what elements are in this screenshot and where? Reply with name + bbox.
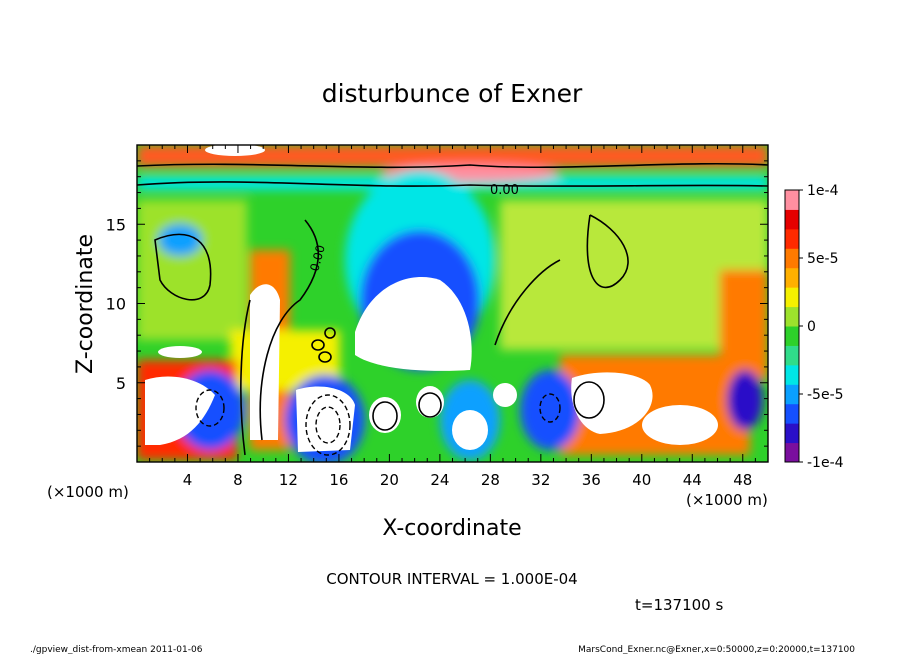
x-tick-label: 44 bbox=[683, 471, 702, 489]
colorbar-label: 5e-5 bbox=[807, 251, 838, 267]
y-tick-label: 15 bbox=[106, 215, 126, 234]
x-axis-label: X-coordinate bbox=[382, 516, 521, 541]
x-tick-label: 20 bbox=[380, 471, 399, 489]
x-tick-label: 48 bbox=[733, 471, 752, 489]
x-tick-label: 24 bbox=[430, 471, 449, 489]
colorbar-segment bbox=[785, 364, 799, 385]
x-tick-label: 16 bbox=[329, 471, 348, 489]
x-tick-label: 32 bbox=[531, 471, 550, 489]
colorbar-segment bbox=[785, 190, 799, 210]
colorbar-segment bbox=[785, 384, 799, 405]
saturated-regions bbox=[145, 145, 718, 452]
colorbar-segment bbox=[785, 423, 799, 444]
colorbar-label: 1e-4 bbox=[807, 183, 839, 199]
colorbar-segment bbox=[785, 326, 799, 346]
contour-lines bbox=[137, 162, 768, 456]
colorbar-segment bbox=[785, 267, 799, 288]
colorbar-segment bbox=[785, 228, 799, 249]
x-tick-label: 36 bbox=[582, 471, 601, 489]
colorbar-segment bbox=[785, 287, 799, 308]
footer-left: ./gpview_dist-from-xmean 2011-01-06 bbox=[30, 645, 203, 654]
x-unit-right: (×1000 m) bbox=[686, 491, 768, 509]
colorbar-label: -5e-5 bbox=[807, 387, 844, 403]
time-label: t=137100 s bbox=[635, 596, 723, 614]
colorbar-labels: 1e-4 5e-5 0 -5e-5 -1e-4 bbox=[799, 183, 844, 471]
x-tick-label: 28 bbox=[481, 471, 500, 489]
negative-contour-lines bbox=[195, 389, 561, 456]
colorbar-segment bbox=[785, 442, 799, 463]
x-unit-left: (×1000 m) bbox=[47, 483, 129, 501]
colorbar-segment bbox=[785, 306, 799, 327]
y-axis: 5 10 15 bbox=[106, 160, 768, 447]
colorbar-segment bbox=[785, 248, 799, 269]
contour-interval-text: CONTOUR INTERVAL = 1.000E-04 bbox=[326, 570, 577, 588]
colorbar-label: 0 bbox=[807, 319, 816, 335]
x-tick-label: 40 bbox=[632, 471, 651, 489]
colorbar bbox=[784, 189, 800, 463]
y-tick-label: 5 bbox=[116, 374, 126, 393]
colorbar-segment bbox=[785, 403, 799, 424]
x-tick-label: 8 bbox=[233, 471, 243, 489]
colorbar-label: -1e-4 bbox=[807, 455, 844, 471]
x-tick-label: 4 bbox=[183, 471, 193, 489]
colorbar-segment bbox=[785, 345, 799, 366]
contour-label-top: 0.00 bbox=[490, 183, 519, 198]
footer-right: MarsCond_Exner.nc@Exner,x=0:50000,z=0:20… bbox=[578, 645, 855, 654]
field-top-warm-band bbox=[137, 145, 768, 167]
colorbar-segment bbox=[785, 209, 799, 230]
contour-label-side: 0.00 bbox=[307, 243, 327, 272]
chart-title: disturbunce of Exner bbox=[322, 79, 583, 108]
y-axis-label: Z-coordinate bbox=[73, 234, 98, 374]
x-tick-label: 12 bbox=[279, 471, 298, 489]
x-axis: 4 8 12 16 20 24 28 32 36 40 44 48 bbox=[149, 145, 756, 489]
y-tick-label: 10 bbox=[106, 295, 126, 314]
plot-area: 0.00 0.00 bbox=[137, 145, 768, 462]
